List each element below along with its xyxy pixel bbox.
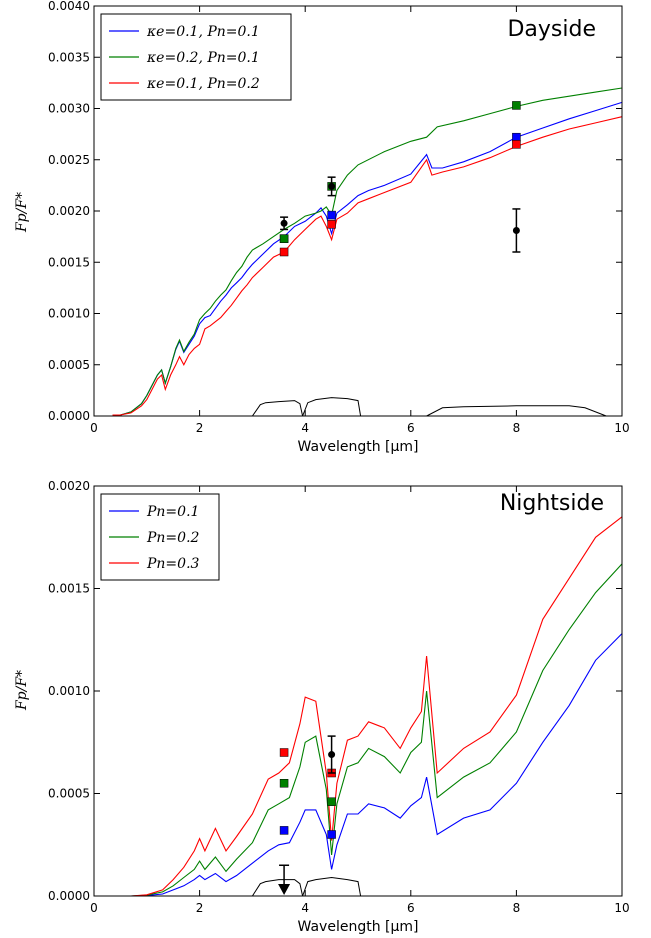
band-average-marker-4 (327, 797, 336, 806)
ytick-label-6: 0.0030 (48, 102, 90, 116)
xtick-label-2: 4 (301, 901, 309, 915)
band-average-marker-0 (279, 826, 289, 835)
legend-entry-2: κe=0.1, Pn=0.2 (146, 76, 260, 92)
xtick-label-5: 10 (614, 421, 629, 435)
band-average-marker-2 (279, 247, 289, 257)
legend-entry-0: κe=0.1, Pn=0.1 (146, 24, 260, 40)
xtick-label-1: 2 (196, 901, 204, 915)
band-average-marker-7 (512, 101, 521, 110)
xtick-label-4: 8 (513, 421, 521, 435)
nightside-xlabel: Wavelength [μm] (298, 919, 419, 935)
band-average-marker-8 (512, 140, 521, 149)
filter-curve-1 (302, 876, 362, 897)
band-average-marker-6 (512, 132, 521, 142)
nightside-panel: Nightside Wavelength [μm] Fp/F* 0.0000 0.… (14, 479, 630, 935)
series-line-2 (112, 116, 623, 416)
ytick-label-4: 0.0020 (48, 479, 90, 493)
ytick-label-1: 0.0005 (48, 787, 90, 801)
band-average-marker-3 (327, 830, 336, 839)
filter-curve-1 (302, 397, 362, 417)
ytick-label-2: 0.0010 (48, 684, 90, 698)
series-line-0 (112, 101, 623, 416)
xtick-label-4: 8 (513, 901, 521, 915)
legend-entry-1: κe=0.2, Pn=0.1 (146, 50, 260, 66)
dayside-panel: Dayside Wavelength [μm] Fp/F* 0.0000 0.00… (14, 0, 630, 455)
ytick-label-0: 0.0000 (48, 889, 90, 903)
xtick-label-1: 2 (196, 421, 204, 435)
band-average-marker-3 (327, 210, 336, 220)
filter-curve-2 (426, 405, 607, 417)
xtick-label-3: 6 (407, 421, 415, 435)
band-average-marker-2 (279, 748, 289, 757)
upper-limit-arrow-1 (278, 884, 291, 895)
band-average-marker-1 (279, 779, 289, 788)
xtick-label-2: 4 (301, 421, 309, 435)
xtick-label-5: 10 (614, 901, 629, 915)
legend-entry-2: Pn=0.3 (146, 556, 200, 572)
ytick-label-3: 0.0015 (48, 255, 90, 269)
series-line-1 (109, 563, 623, 897)
observation-point-0 (328, 751, 336, 759)
ytick-label-5: 0.0025 (48, 153, 90, 167)
observation-point-1 (328, 182, 336, 190)
filter-curve-0 (251, 400, 304, 417)
series-line-1 (112, 87, 623, 416)
nightside-title: Nightside (500, 491, 604, 516)
band-average-marker-5 (327, 220, 336, 229)
ytick-label-4: 0.0020 (48, 204, 90, 218)
ytick-label-8: 0.0040 (48, 0, 90, 13)
ytick-label-3: 0.0015 (48, 582, 90, 596)
legend-entry-1: Pn=0.2 (146, 530, 200, 546)
nightside-ylabel: Fp/F* (14, 670, 30, 711)
dayside-ylabel: Fp/F* (14, 192, 30, 233)
xtick-label-0: 0 (90, 901, 98, 915)
xtick-label-3: 6 (407, 901, 415, 915)
filter-curve-0 (251, 879, 304, 897)
dayside-title: Dayside (507, 17, 596, 42)
observation-point-0 (280, 219, 288, 227)
legend-entry-0: Pn=0.1 (146, 504, 199, 520)
dayside-xlabel: Wavelength [μm] (298, 439, 419, 455)
series-line-2 (109, 516, 623, 897)
ytick-label-0: 0.0000 (48, 409, 90, 423)
xtick-label-0: 0 (90, 421, 98, 435)
band-average-marker-1 (279, 234, 289, 243)
ytick-label-7: 0.0035 (48, 50, 90, 64)
observation-point-2 (512, 226, 520, 234)
ytick-label-1: 0.0005 (48, 358, 90, 372)
ytick-label-2: 0.0010 (48, 307, 90, 321)
series-line-0 (109, 633, 623, 897)
